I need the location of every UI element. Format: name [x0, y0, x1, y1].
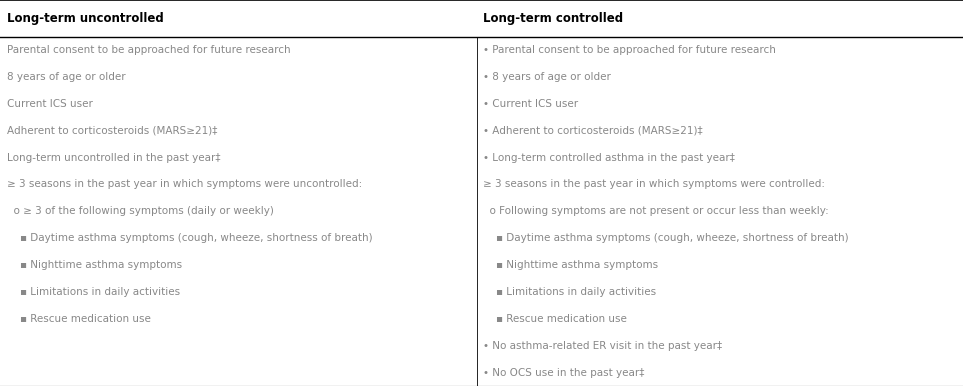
Text: o Following symptoms are not present or occur less than weekly:: o Following symptoms are not present or … [483, 207, 829, 216]
Text: Long-term uncontrolled in the past year‡: Long-term uncontrolled in the past year‡ [7, 152, 221, 163]
Text: • Current ICS user: • Current ICS user [483, 99, 579, 109]
Text: Current ICS user: Current ICS user [7, 99, 92, 109]
Text: • 8 years of age or older: • 8 years of age or older [483, 72, 612, 82]
Text: • No OCS use in the past year‡: • No OCS use in the past year‡ [483, 367, 645, 378]
Text: ▪ Nighttime asthma symptoms: ▪ Nighttime asthma symptoms [7, 260, 182, 270]
Text: Parental consent to be approached for future research: Parental consent to be approached for fu… [7, 45, 291, 55]
Text: Long-term uncontrolled: Long-term uncontrolled [7, 12, 164, 25]
Text: • Long-term controlled asthma in the past year‡: • Long-term controlled asthma in the pas… [483, 152, 736, 163]
Text: ≥ 3 seasons in the past year in which symptoms were uncontrolled:: ≥ 3 seasons in the past year in which sy… [7, 179, 362, 190]
Text: ▪ Limitations in daily activities: ▪ Limitations in daily activities [7, 287, 180, 297]
Text: • No asthma-related ER visit in the past year‡: • No asthma-related ER visit in the past… [483, 341, 722, 351]
Text: 8 years of age or older: 8 years of age or older [7, 72, 125, 82]
Text: • Adherent to corticosteroids (MARS≥21)‡: • Adherent to corticosteroids (MARS≥21)‡ [483, 126, 703, 136]
Text: ▪ Nighttime asthma symptoms: ▪ Nighttime asthma symptoms [483, 260, 659, 270]
Text: ▪ Rescue medication use: ▪ Rescue medication use [483, 314, 627, 324]
Text: • Parental consent to be approached for future research: • Parental consent to be approached for … [483, 45, 776, 55]
Text: ▪ Daytime asthma symptoms (cough, wheeze, shortness of breath): ▪ Daytime asthma symptoms (cough, wheeze… [483, 233, 849, 243]
Text: ≥ 3 seasons in the past year in which symptoms were controlled:: ≥ 3 seasons in the past year in which sy… [483, 179, 825, 190]
Text: Long-term controlled: Long-term controlled [483, 12, 624, 25]
Text: ▪ Daytime asthma symptoms (cough, wheeze, shortness of breath): ▪ Daytime asthma symptoms (cough, wheeze… [7, 233, 373, 243]
Text: ▪ Limitations in daily activities: ▪ Limitations in daily activities [483, 287, 657, 297]
Text: Adherent to corticosteroids (MARS≥21)‡: Adherent to corticosteroids (MARS≥21)‡ [7, 126, 217, 136]
Text: o ≥ 3 of the following symptoms (daily or weekly): o ≥ 3 of the following symptoms (daily o… [7, 207, 273, 216]
Text: ▪ Rescue medication use: ▪ Rescue medication use [7, 314, 150, 324]
